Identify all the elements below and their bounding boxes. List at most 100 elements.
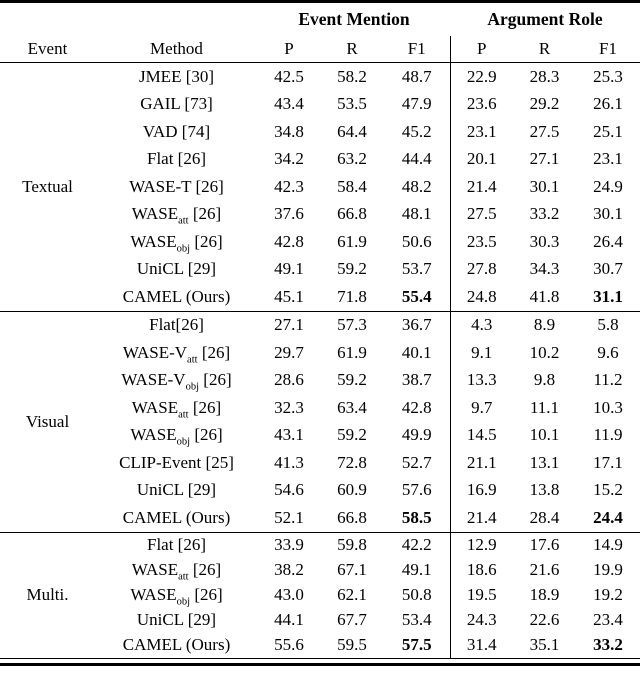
value-ar-r: 28.4	[529, 507, 560, 527]
value-em-r: 66.8	[337, 204, 367, 224]
value-ar-r: 21.6	[529, 560, 560, 579]
value-ar-p: 14.5	[466, 425, 497, 445]
table-row: CAMEL (Ours) 52.1 66.8 58.5 21.4 28.4 24.4	[0, 504, 640, 532]
value-ar-f1: 10.3	[593, 397, 623, 417]
value-ar-r: 8.9	[513, 310, 576, 339]
table-row: WASE-Vatt [26] 29.7 61.9 40.1 9.1 10.2 9.6	[0, 339, 640, 367]
value-ar-r: 35.1	[529, 635, 560, 654]
group-header-row: Event Mention Argument Role	[0, 3, 640, 36]
table-row: UniCL [29] 54.6 60.9 57.6 16.9 13.8 15.2	[0, 476, 640, 504]
value-em-r: 58.4	[337, 176, 367, 196]
header-em-p: P	[258, 36, 320, 63]
value-ar-p: 13.3	[466, 370, 497, 390]
event-type-label: Visual	[0, 310, 95, 532]
method-name: UniCL [29]	[136, 259, 217, 279]
header-ar-p: P	[450, 36, 513, 63]
value-ar-r: 27.5	[529, 121, 560, 141]
value-em-f1: 49.9	[384, 421, 451, 449]
method-subscript: att	[178, 215, 189, 227]
table-header: Event Mention Argument Role Event Method…	[0, 3, 640, 63]
value-em-r: 60.9	[337, 480, 367, 500]
value-ar-f1: 25.3	[593, 66, 623, 86]
value-ar-p: 21.1	[466, 452, 497, 472]
value-ar-p: 22.9	[466, 66, 497, 86]
method-subscript: att	[178, 571, 189, 583]
value-em-r: 57.3	[320, 310, 384, 339]
value-ar-p: 31.4	[466, 635, 497, 654]
value-ar-f1: 33.2	[593, 635, 623, 654]
value-em-r: 59.2	[337, 259, 367, 279]
value-em-p: 32.3	[274, 397, 304, 417]
value-ar-r: 18.9	[529, 585, 560, 604]
value-em-f1: 49.1	[384, 557, 451, 583]
table-row: CAMEL (Ours) 55.6 59.5 57.5 31.4 35.1 33.2	[0, 632, 640, 658]
value-ar-p: 9.7	[471, 397, 493, 417]
value-em-r: 59.5	[337, 635, 367, 654]
table-row: Flat [26] 34.2 63.2 44.4 20.1 27.1 23.1	[0, 145, 640, 173]
value-em-f1: 50.6	[384, 228, 451, 256]
method-subscript: att	[187, 354, 198, 366]
method-subscript: obj	[176, 436, 191, 448]
value-em-f1: 58.5	[384, 504, 451, 532]
bottom-rule	[0, 662, 640, 666]
value-ar-f1: 23.4	[593, 610, 623, 629]
table-row: WASEatt [26] 32.3 63.4 42.8 9.7 11.1 10.3	[0, 394, 640, 422]
method-name: CAMEL (Ours)	[122, 507, 231, 527]
value-ar-p: 16.9	[466, 480, 497, 500]
value-ar-p: 23.5	[466, 231, 497, 251]
value-em-r: 64.4	[337, 121, 367, 141]
value-ar-f1: 30.1	[593, 204, 623, 224]
value-em-p: 54.6	[274, 480, 304, 500]
value-em-p: 37.6	[274, 204, 304, 224]
bottom-rule-gap	[0, 658, 640, 663]
value-ar-p: 20.1	[466, 149, 497, 169]
method-name: Flat[26]	[95, 310, 258, 339]
method-name: UniCL [29]	[136, 480, 217, 500]
value-em-r: 63.4	[337, 397, 367, 417]
value-ar-r: 13.1	[529, 452, 560, 472]
value-ar-r: 30.1	[529, 176, 560, 196]
table-row: WASEobj [26] 43.0 62.1 50.8 19.5 18.9 19.2	[0, 582, 640, 608]
value-em-f1: 38.7	[384, 366, 451, 394]
value-em-f1: 57.6	[384, 476, 451, 504]
value-em-r: 61.9	[337, 231, 367, 251]
method-subscript: obj	[176, 243, 191, 255]
table-body: Textual JMEE [30] 42.5 58.2 48.7 22.9 28.3 25.3…	[0, 62, 640, 658]
value-em-p: 28.6	[274, 370, 304, 390]
header-argument-role: Argument Role	[487, 9, 603, 29]
value-ar-p: 4.3	[450, 310, 513, 339]
value-ar-r: 9.8	[533, 370, 556, 390]
value-em-p: 42.8	[274, 231, 304, 251]
table-row: WASEobj [26] 43.1 59.2 49.9 14.5 10.1 11.9	[0, 421, 640, 449]
value-ar-r: 30.3	[529, 231, 560, 251]
value-ar-r: 34.3	[529, 259, 560, 279]
value-em-f1: 48.2	[384, 173, 451, 201]
value-ar-p: 12.9	[450, 531, 513, 558]
value-ar-r: 10.2	[529, 342, 560, 362]
method-name: Flat [26]	[146, 149, 207, 169]
value-ar-p: 9.1	[471, 342, 493, 362]
table-row: Multi. Flat [26] 33.9 59.8 42.2 12.9 17.6 14.9	[0, 531, 640, 658]
top-rule	[0, 0, 640, 3]
value-ar-p: 24.3	[466, 610, 497, 629]
value-ar-f1: 26.1	[593, 94, 623, 114]
method-name: WASE-Vobj [26]	[121, 370, 232, 393]
header-ar-r: R	[513, 36, 576, 63]
value-ar-r: 41.8	[529, 286, 560, 306]
value-ar-r: 29.2	[529, 94, 560, 114]
value-em-f1: 42.8	[384, 394, 451, 422]
table-row: WASEobj [26] 42.8 61.9 50.6 23.5 30.3 26.4	[0, 228, 640, 256]
results-table: Event Mention Argument Role Event Method…	[0, 3, 640, 659]
value-em-r: 53.5	[337, 94, 367, 114]
method-name: UniCL [29]	[136, 610, 217, 629]
table-row: WASE-Vobj [26] 28.6 59.2 38.7 13.3 9.8 11.2	[0, 366, 640, 394]
value-ar-r: 22.6	[529, 610, 560, 629]
value-em-p: 41.3	[274, 452, 304, 472]
method-name: CAMEL (Ours)	[122, 286, 231, 306]
method-subscript: obj	[176, 596, 191, 608]
value-ar-p: 27.8	[466, 259, 497, 279]
value-ar-p: 23.1	[466, 121, 497, 141]
value-ar-f1: 23.1	[593, 149, 623, 169]
value-em-p: 34.8	[274, 121, 304, 141]
